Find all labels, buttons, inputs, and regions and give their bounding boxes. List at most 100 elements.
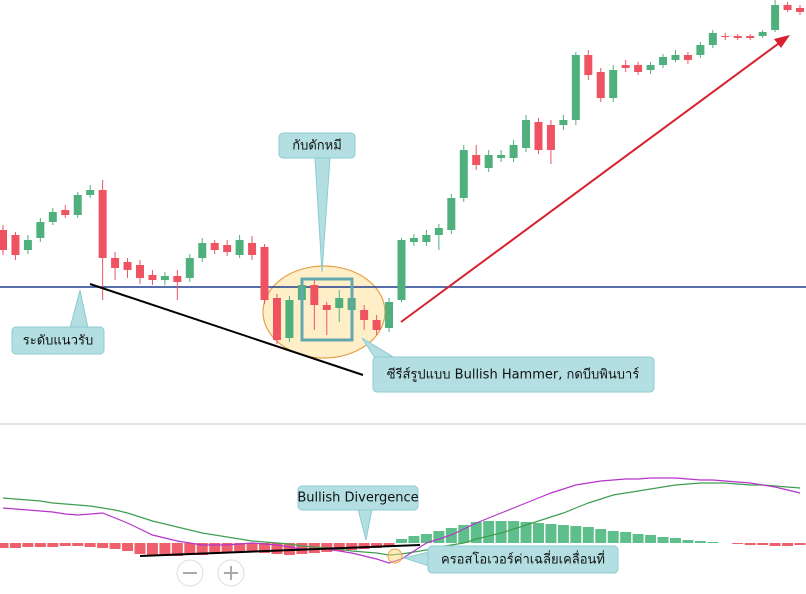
callout-text: ครอสโอเวอร์ค่าเฉลี่ยเคลื่อนที่ bbox=[441, 551, 605, 568]
histogram-bar bbox=[557, 525, 569, 543]
candle-body bbox=[123, 262, 132, 270]
callout-box bbox=[372, 356, 655, 393]
candle-body bbox=[758, 32, 767, 36]
histogram-bar bbox=[508, 521, 520, 543]
histogram-bar bbox=[259, 543, 271, 553]
trend-arrow bbox=[400, 37, 787, 323]
histogram-bar bbox=[9, 543, 21, 548]
histogram-bar bbox=[769, 543, 781, 546]
candle-body bbox=[646, 65, 655, 70]
histogram-bar bbox=[371, 543, 383, 548]
arrow-head bbox=[774, 35, 790, 48]
histogram-bar bbox=[159, 543, 171, 556]
histogram-bar bbox=[707, 542, 719, 543]
candle-body bbox=[484, 155, 493, 168]
candle-body bbox=[771, 5, 780, 30]
candle-body bbox=[98, 190, 107, 258]
candle-body bbox=[397, 240, 406, 300]
callout-text: ซีรีส์รูปแบบ Bullish Hammer, กดบีบพินบาร… bbox=[387, 367, 640, 383]
candle-body bbox=[73, 195, 82, 215]
histogram-bar bbox=[732, 543, 744, 544]
candle-body bbox=[160, 276, 169, 280]
histogram-bar bbox=[744, 543, 756, 545]
trend-line bbox=[89, 283, 364, 376]
histogram-bar bbox=[383, 543, 395, 547]
histogram-bar bbox=[657, 537, 669, 543]
candle-body bbox=[198, 243, 207, 258]
callout-box bbox=[427, 545, 619, 574]
histogram-bar bbox=[420, 534, 432, 543]
histogram-bar bbox=[520, 522, 532, 543]
candle-body bbox=[472, 155, 481, 165]
histogram-bar bbox=[196, 543, 208, 555]
highlight-ellipse bbox=[262, 265, 386, 359]
histogram-bar bbox=[283, 543, 295, 555]
candle-body bbox=[409, 238, 418, 242]
histogram-bar bbox=[246, 543, 258, 552]
callout-text: ระดับแนวรับ bbox=[23, 334, 93, 349]
candle-body bbox=[671, 55, 680, 60]
candle-body bbox=[733, 36, 742, 38]
annotation-layer: กับดักหมี ระดับแนวรับ ซีรีส์รูปแบบ Bulli… bbox=[0, 35, 806, 587]
histogram-bar bbox=[34, 543, 46, 547]
histogram-bar bbox=[782, 543, 794, 546]
callout-box bbox=[11, 326, 105, 355]
candle-body bbox=[0, 230, 7, 250]
candle-body bbox=[61, 210, 70, 215]
histogram-bar bbox=[221, 543, 233, 553]
histogram-bar bbox=[271, 543, 283, 554]
callout-text: Bullish Divergence bbox=[297, 491, 418, 506]
histogram-bar bbox=[470, 522, 482, 543]
histogram-bar bbox=[794, 543, 806, 545]
candle-body bbox=[260, 247, 269, 300]
candle-body bbox=[210, 243, 219, 250]
candle-body bbox=[596, 72, 605, 98]
candle-body bbox=[796, 8, 804, 12]
highlight-layer bbox=[262, 265, 386, 359]
histogram-bar bbox=[59, 543, 71, 546]
histogram-bar bbox=[607, 531, 619, 543]
histogram-bar bbox=[84, 543, 96, 547]
histogram-bar bbox=[669, 538, 681, 543]
candle-body bbox=[36, 222, 45, 238]
candle-body bbox=[135, 265, 144, 278]
histogram-bar bbox=[570, 526, 582, 543]
candle-body bbox=[223, 245, 232, 252]
histogram-bar bbox=[134, 543, 146, 554]
histogram-bar bbox=[694, 541, 706, 543]
candle-body bbox=[659, 57, 668, 65]
histogram-bar bbox=[22, 543, 34, 547]
candle-body bbox=[185, 258, 194, 278]
candle-body bbox=[322, 305, 331, 310]
histogram-bar bbox=[333, 543, 345, 551]
candle-body bbox=[434, 228, 443, 235]
histogram-bar bbox=[483, 521, 495, 543]
candle-body bbox=[285, 300, 294, 338]
candle-body bbox=[447, 198, 456, 230]
histogram-bar bbox=[458, 525, 470, 543]
histogram-bar bbox=[545, 524, 557, 543]
histogram-bar bbox=[0, 543, 9, 548]
histogram-bar bbox=[209, 543, 221, 554]
histogram-bar bbox=[358, 543, 370, 549]
candle-body bbox=[584, 55, 593, 75]
candle-body bbox=[422, 235, 431, 242]
histogram-bar bbox=[396, 539, 407, 543]
candle-body bbox=[621, 65, 630, 68]
candle-body bbox=[721, 36, 730, 37]
candle-body bbox=[559, 120, 568, 125]
candle-body bbox=[746, 36, 755, 38]
candle-body bbox=[509, 145, 518, 158]
candle-body bbox=[372, 320, 381, 330]
divergence-line bbox=[139, 544, 421, 557]
highlight-rect bbox=[300, 277, 354, 342]
histogram-bar bbox=[645, 535, 657, 543]
candle-body bbox=[459, 150, 468, 198]
candle-body bbox=[783, 5, 792, 10]
candle-body bbox=[272, 298, 281, 340]
histogram-bar bbox=[532, 523, 544, 543]
histogram-bar bbox=[72, 543, 84, 546]
candle-body bbox=[360, 310, 369, 320]
histogram-bar bbox=[97, 543, 109, 548]
plot-area bbox=[0, 0, 806, 564]
